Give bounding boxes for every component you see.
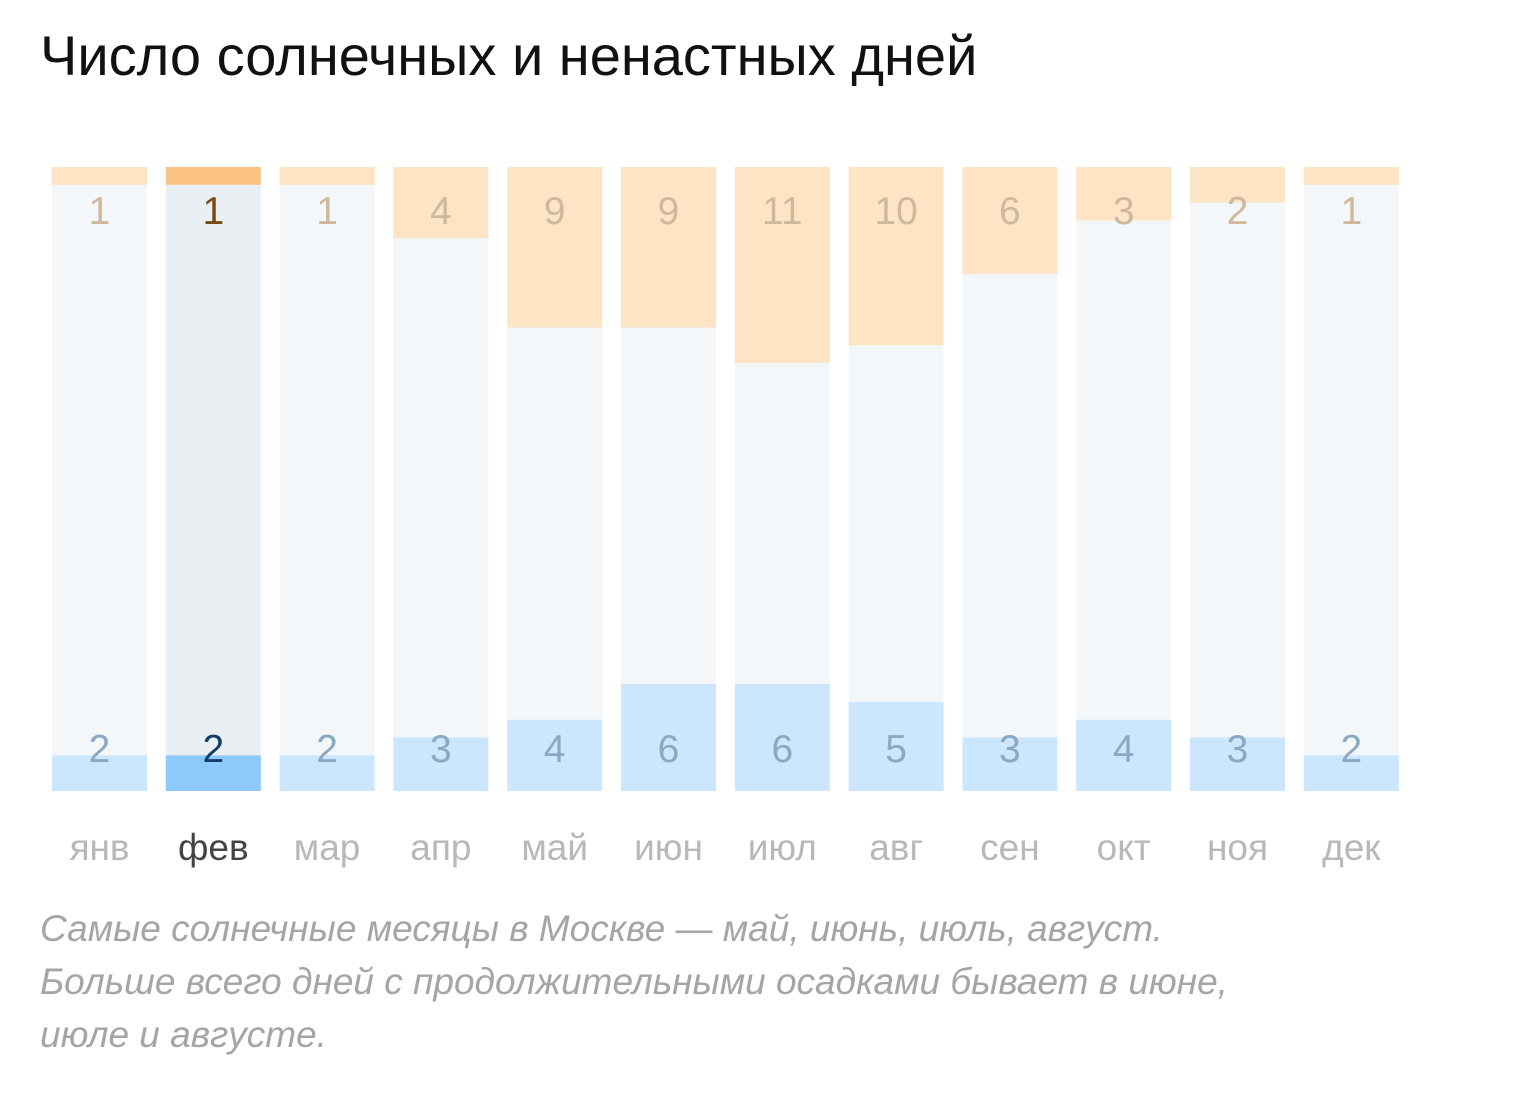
sunny-value-label: 3 <box>1113 190 1135 233</box>
rainy-value-label: 4 <box>1113 728 1135 771</box>
sunny-value-label: 1 <box>89 190 111 233</box>
rainy-value-label: 4 <box>544 728 566 771</box>
rainy-bar <box>1190 737 1285 791</box>
sunny-bar <box>1076 167 1172 221</box>
column-background <box>279 167 375 791</box>
sunny-bar <box>52 167 147 185</box>
sunny-value-label: 6 <box>999 190 1021 233</box>
sunny-bar <box>507 167 603 328</box>
month-label: июл <box>748 827 817 868</box>
caption-line: июле и августе. <box>40 1014 327 1055</box>
sunny-value-label: 2 <box>1227 190 1249 233</box>
month-column[interactable]: 10 5 авг <box>848 167 944 868</box>
month-label: сен <box>980 827 1040 868</box>
column-background <box>52 167 147 791</box>
rainy-value-label: 3 <box>1227 728 1249 771</box>
month-label: апр <box>410 827 471 868</box>
month-label: окт <box>1097 827 1151 868</box>
rainy-value-label: 3 <box>999 728 1021 771</box>
rainy-bar <box>393 737 489 791</box>
sunny-bar <box>1190 167 1285 203</box>
sunny-bar <box>734 167 830 364</box>
sunny-value-label: 1 <box>202 190 224 233</box>
column-background <box>1076 167 1172 791</box>
rainy-bar <box>621 684 716 791</box>
rainy-value-label: 6 <box>658 728 680 771</box>
rainy-bar <box>1076 719 1172 791</box>
month-column[interactable]: 1 2 янв <box>52 167 147 868</box>
column-background <box>1303 167 1399 791</box>
sunny-bar <box>621 167 716 328</box>
sunny-value-label: 9 <box>658 190 680 233</box>
column-background <box>165 167 261 791</box>
caption-line: Самые солнечные месяцы в Москве — май, и… <box>40 908 1163 949</box>
sunny-value-label: 1 <box>316 190 338 233</box>
sunny-bar <box>279 167 375 185</box>
sunny-value-label: 11 <box>762 190 803 233</box>
rainy-value-label: 2 <box>89 728 111 771</box>
month-label: янв <box>69 827 129 868</box>
sunny-value-label: 4 <box>430 190 452 233</box>
sunny-bar <box>848 167 944 346</box>
sunny-bar <box>1303 167 1399 185</box>
rainy-value-label: 5 <box>885 728 907 771</box>
rainy-value-label: 3 <box>430 728 452 771</box>
rainy-bar <box>962 737 1058 791</box>
rainy-bar <box>507 719 603 791</box>
rainy-bar <box>848 701 944 791</box>
column-background <box>1190 167 1285 791</box>
month-label: фев <box>178 827 249 868</box>
column-background <box>393 167 489 791</box>
month-column[interactable]: 2 3 ноя <box>1190 167 1285 868</box>
month-label: авг <box>869 827 923 868</box>
sunny-value-label: 9 <box>544 190 566 233</box>
sunny-value-label: 1 <box>1340 190 1362 233</box>
sunny-bar <box>165 167 261 185</box>
page-title: Число солнечных и ненастных дней <box>40 24 978 87</box>
caption-line: Больше всего дней с продолжительными оса… <box>40 961 1228 1002</box>
month-column[interactable]: 1 2 мар <box>279 167 375 868</box>
rainy-value-label: 2 <box>1340 728 1362 771</box>
month-label: дек <box>1322 827 1381 868</box>
month-label: май <box>521 827 588 868</box>
rainy-bar <box>52 755 147 791</box>
month-label: мар <box>294 827 361 868</box>
rainy-bar <box>1303 755 1399 791</box>
rainy-bar <box>279 755 375 791</box>
month-column[interactable]: 4 3 апр <box>393 167 489 868</box>
month-column[interactable]: 9 4 май <box>507 167 603 868</box>
rainy-value-label: 6 <box>771 728 793 771</box>
chart-caption: Самые солнечные месяцы в Москве — май, и… <box>40 902 1460 1061</box>
month-column[interactable]: 9 6 июн <box>621 167 716 868</box>
rainy-value-label: 2 <box>316 728 338 771</box>
sunny-value-label: 10 <box>874 190 917 233</box>
month-column[interactable]: 11 6 июл <box>734 167 830 868</box>
rainy-bar <box>734 684 830 791</box>
month-label: июн <box>634 827 703 868</box>
sunny-bar <box>393 167 489 239</box>
sunny-rainy-days-chart: 1 2 янв 1 2 фев 1 2 мар 4 3 апр 9 4 май 9 6 июн 11 6 июл 10 5 а… <box>52 167 1399 868</box>
sunny-bar <box>962 167 1058 274</box>
month-column[interactable]: 1 2 дек <box>1303 167 1399 868</box>
rainy-value-label: 2 <box>202 728 224 771</box>
month-column[interactable]: 3 4 окт <box>1076 167 1172 868</box>
rainy-bar <box>165 755 261 791</box>
month-column[interactable]: 1 2 фев <box>165 167 261 868</box>
month-column[interactable]: 6 3 сен <box>962 167 1058 868</box>
month-label: ноя <box>1207 827 1268 868</box>
